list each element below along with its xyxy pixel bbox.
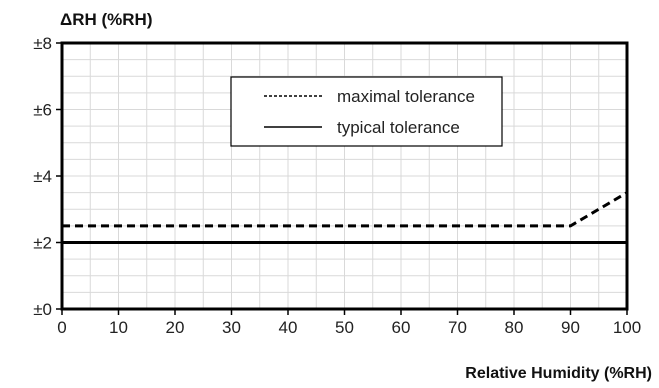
y-tick-label: ±4: [33, 167, 52, 186]
legend-label-typical-tolerance: typical tolerance: [337, 118, 460, 137]
legend-label-maximal-tolerance: maximal tolerance: [337, 87, 475, 106]
series-layer: [62, 191, 628, 244]
legend-box: [230, 76, 503, 147]
y-tick-label: ±8: [33, 34, 52, 53]
y-tick-label: ±2: [33, 234, 52, 253]
y-tick-label: ±6: [33, 101, 52, 120]
x-tick-label: 60: [392, 318, 411, 337]
y-tick-label: ±0: [33, 300, 52, 319]
y-axis-label: ΔRH (%RH): [60, 10, 153, 29]
x-tick-label: 0: [57, 318, 66, 337]
series-line-maximal-tolerance: [62, 191, 628, 228]
x-tick-label: 20: [166, 318, 185, 337]
x-tick-label: 50: [335, 318, 354, 337]
x-tick-label: 90: [561, 318, 580, 337]
x-tick-label: 100: [613, 318, 641, 337]
x-tick-label: 70: [448, 318, 467, 337]
legend: maximal tolerance typical tolerance: [230, 76, 503, 147]
x-axis-label: Relative Humidity (%RH): [465, 365, 652, 382]
tick-labels: 0 10 20 30 40 50 60 70 80 90 100 ±0 ±2 ±4 ±6 ±8: [33, 34, 641, 337]
x-tick-label: 80: [505, 318, 524, 337]
x-tick-label: 10: [109, 318, 128, 337]
x-tick-label: 40: [279, 318, 298, 337]
x-tick-label: 30: [222, 318, 241, 337]
